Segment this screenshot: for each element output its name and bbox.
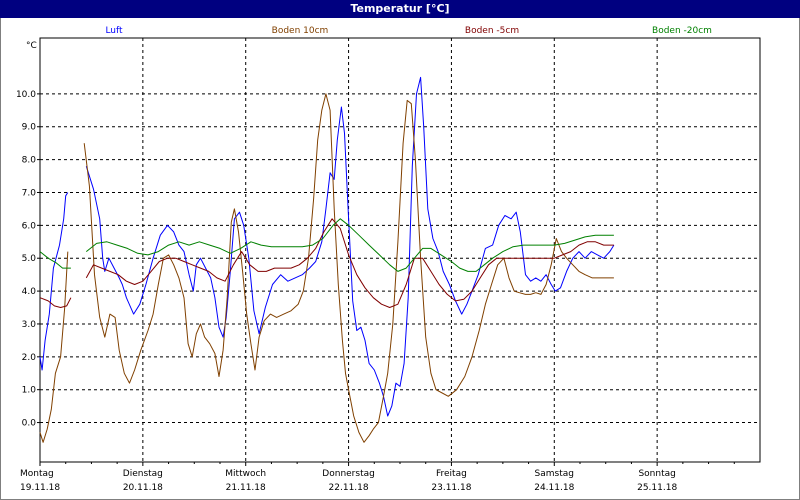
y-tick-label: 6.0: [22, 221, 37, 231]
x-tick-label-date: 20.11.18: [123, 483, 163, 493]
x-tick-label-day: Freitag: [436, 469, 467, 479]
x-tick-label-date: 25.11.18: [637, 483, 677, 493]
y-tick-label: 5.0: [22, 254, 37, 264]
chart-legend: Luft Boden 10cm Boden -5cm Boden -20cm: [105, 26, 712, 36]
data-series: [39, 76, 615, 443]
chart-title: Temperatur [°C]: [0, 0, 800, 18]
x-tick-label-date: 22.11.18: [329, 483, 369, 493]
x-tick-label-day: Montag: [20, 469, 54, 479]
y-tick-label: 1.0: [22, 386, 37, 396]
y-tick-label: 8.0: [22, 156, 37, 166]
y-axis: 0.0 1.0 2.0 3.0 4.0 5.0 6.0 7.0 8.0 9.0 10.0: [16, 90, 40, 429]
y-axis-label: °C: [26, 41, 37, 51]
x-tick-label-day: Mittwoch: [225, 469, 266, 479]
series-line-luft: [39, 192, 69, 371]
x-tick-label-date: 21.11.18: [226, 483, 266, 493]
y-tick-label: 9.0: [22, 123, 37, 133]
legend-label-boden-10cm: Boden 10cm: [272, 26, 329, 36]
legend-label-boden-5cm: Boden -5cm: [465, 26, 519, 36]
x-tick-label-day: Donnerstag: [322, 469, 375, 479]
series-line-boden-5cm: [39, 297, 72, 308]
y-tick-label: 4.0: [22, 287, 37, 297]
y-tick-label: 10.0: [16, 90, 36, 100]
series-line-boden-20cm: [39, 251, 71, 269]
series-line-boden-10cm: [83, 93, 614, 443]
legend-label-boden-20cm: Boden -20cm: [652, 26, 712, 36]
y-tick-label: 0.0: [22, 419, 37, 429]
y-tick-label: 7.0: [22, 188, 37, 198]
x-tick-label-date: 23.11.18: [431, 483, 471, 493]
x-tick-label-date: 19.11.18: [20, 483, 60, 493]
x-tick-label-date: 24.11.18: [534, 483, 574, 493]
x-tick-label-day: Dienstag: [123, 469, 163, 479]
x-tick-label-day: Sonntag: [638, 469, 675, 479]
plot-area: [39, 37, 761, 463]
series-line-boden-10cm: [39, 251, 69, 443]
series-line-boden-20cm: [85, 218, 614, 272]
y-tick-label: 3.0: [22, 320, 37, 330]
x-axis: Montag 19.11.18 Dienstag 20.11.18 Mittwoch 21…: [20, 462, 735, 493]
x-tick-label-day: Samstag: [535, 469, 574, 479]
series-line-boden-5cm: [85, 218, 614, 308]
legend-label-luft: Luft: [105, 26, 123, 36]
y-tick-label: 2.0: [22, 353, 37, 363]
